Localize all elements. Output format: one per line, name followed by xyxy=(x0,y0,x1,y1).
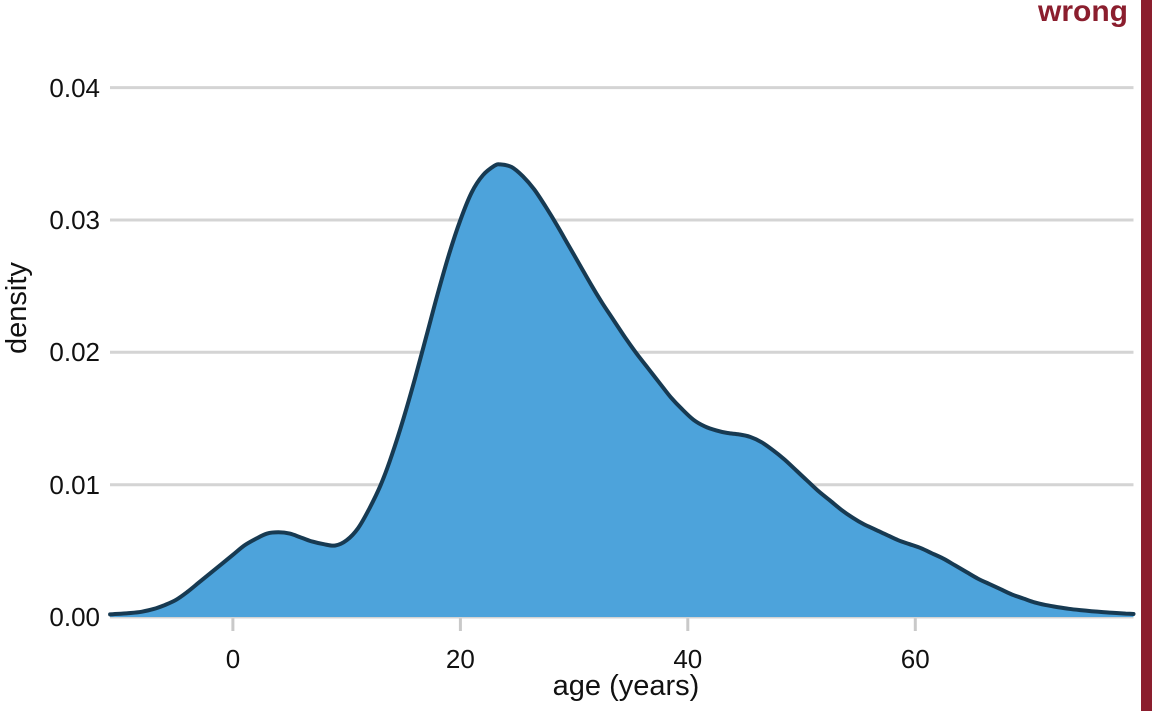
y-tick-label: 0.02 xyxy=(49,337,100,368)
density-area xyxy=(110,164,1134,618)
y-tick-label: 0.04 xyxy=(49,72,100,103)
density-curve xyxy=(108,162,1136,617)
x-tick-label: 0 xyxy=(225,644,241,674)
x-axis-title: age (years) xyxy=(552,670,700,702)
y-axis-title: density xyxy=(1,262,33,354)
x-tick-label: 40 xyxy=(673,644,703,674)
wrong-stamp-bar xyxy=(1141,0,1152,711)
y-tick-label: 0.00 xyxy=(49,602,100,632)
wrong-stamp-label: wrong xyxy=(1038,0,1128,28)
x-tick-label: 60 xyxy=(900,644,930,674)
x-tick-label: 20 xyxy=(445,644,475,674)
y-tick-label: 0.03 xyxy=(49,204,100,235)
y-tick-label: 0.01 xyxy=(49,469,100,500)
